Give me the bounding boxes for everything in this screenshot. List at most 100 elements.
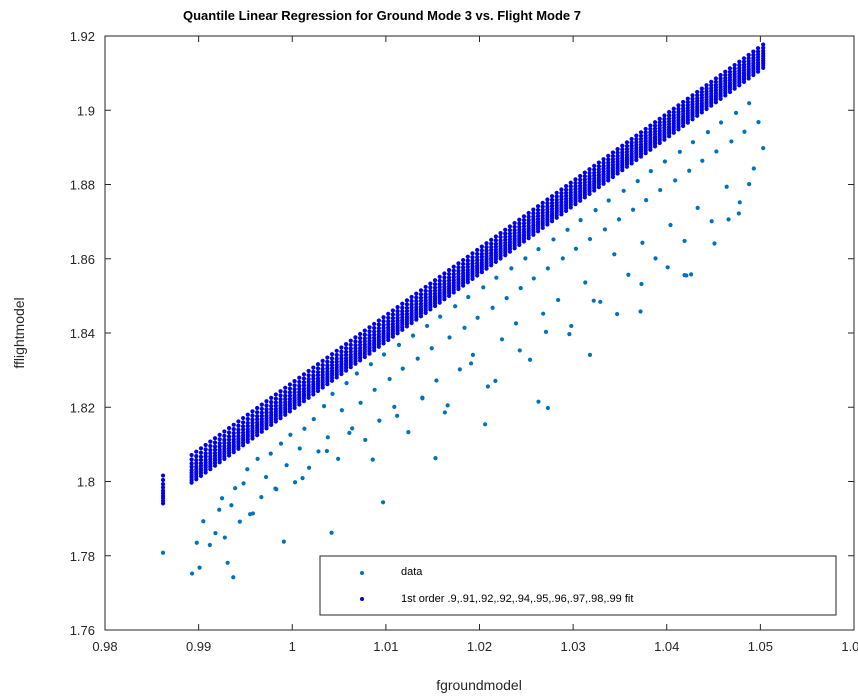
fit-point-q95	[240, 430, 246, 435]
fit-point-q99	[264, 399, 269, 404]
fit-point-q98	[160, 477, 166, 483]
fit-point-q95	[278, 403, 283, 408]
fit-point-q98	[755, 49, 761, 54]
fit-point-q98	[470, 255, 475, 260]
fit-point-q95	[236, 434, 241, 439]
fit-point-q95	[493, 247, 498, 252]
fit-point-q98	[746, 56, 751, 61]
fit-point-q98	[545, 201, 550, 206]
fit-point-q98	[231, 427, 236, 432]
fit-point-q97	[695, 96, 700, 101]
fit-point-q95	[507, 237, 513, 242]
fit-point-q95	[306, 383, 311, 388]
fit-point-q96	[442, 281, 447, 287]
fit-point-q97	[493, 241, 498, 246]
fit-series	[160, 42, 766, 506]
fit-point-q99	[217, 432, 222, 437]
fit-point-q95	[540, 213, 545, 218]
fit-point-q95	[212, 451, 218, 456]
fit-point-q98	[498, 234, 503, 240]
fit-point-q99	[203, 442, 208, 448]
fit-point-q95	[264, 413, 269, 418]
fit-point-q99	[601, 157, 606, 162]
fit-point-q96	[535, 214, 541, 219]
fit-point-q98	[315, 366, 321, 371]
y-tick-label: 1.78	[70, 549, 95, 564]
fit-point-q97	[287, 390, 293, 395]
fit-point-q99	[526, 210, 531, 216]
fit-point-q98	[643, 130, 648, 135]
x-tick-label: 1.02	[467, 639, 492, 654]
data-point	[615, 311, 620, 317]
data-point	[621, 188, 626, 193]
fit-point-q98	[362, 332, 367, 337]
fit-point-q95	[287, 396, 293, 401]
fit-point-q95	[362, 342, 367, 347]
fit-point-q95	[367, 339, 372, 344]
fit-point-q99	[512, 220, 517, 226]
fit-point-q97	[325, 363, 330, 368]
fit-point-q98	[353, 339, 358, 344]
fit-point-q99	[503, 227, 508, 232]
fit-point-q98	[269, 400, 274, 405]
fit-point-q98	[339, 349, 344, 354]
fit-point-q97	[231, 430, 236, 436]
fit-point-q97	[301, 380, 307, 385]
fit-point-q99	[521, 214, 527, 219]
data-point	[468, 361, 474, 366]
fit-point-q97	[737, 65, 742, 71]
data-point	[673, 178, 678, 183]
fit-point-q99	[695, 89, 700, 95]
data-point	[709, 219, 714, 224]
data-point	[593, 208, 598, 213]
fit-point-q99	[226, 426, 232, 431]
fit-point-q99	[250, 409, 255, 414]
data-point	[695, 205, 700, 210]
fit-point-q98	[624, 143, 630, 149]
fit-point-q95	[395, 318, 400, 323]
data-point	[700, 158, 705, 163]
fit-point-q97	[273, 400, 278, 405]
fit-point-q99	[671, 106, 676, 111]
fit-point-q95	[503, 240, 508, 245]
fit-point-q95	[535, 217, 541, 222]
data-point	[241, 481, 246, 486]
y-tick-label: 1.76	[70, 623, 95, 638]
fit-point-q97	[451, 272, 456, 277]
fit-point-q99	[564, 183, 569, 189]
fit-point-q97	[329, 359, 335, 365]
data-point	[189, 571, 195, 576]
fit-point-q95	[255, 420, 260, 425]
fit-point-q98	[582, 174, 587, 179]
fit-point-q99	[704, 83, 709, 88]
data-point	[756, 120, 761, 125]
fit-point-q96	[428, 292, 433, 297]
fit-point-q99	[737, 59, 742, 64]
fit-point-q96	[320, 369, 325, 375]
fit-point-q98	[479, 248, 484, 253]
fit-point-q98	[461, 261, 466, 267]
fit-point-q99	[596, 160, 601, 165]
fit-point-q99	[240, 415, 246, 421]
fit-point-q98	[250, 413, 255, 418]
fit-point-q95	[446, 281, 452, 286]
data-point	[217, 507, 222, 512]
data-point	[213, 531, 218, 536]
data-point	[481, 285, 486, 290]
fit-point-q98	[709, 83, 714, 88]
fit-point-q98	[503, 231, 508, 236]
data-point	[225, 560, 230, 565]
x-tick-label: 0.98	[92, 639, 117, 654]
fit-point-q95	[381, 328, 386, 334]
fit-point-q97	[245, 420, 250, 426]
fit-point-q97	[390, 316, 395, 321]
fit-point-q99	[761, 42, 766, 47]
data-point	[640, 240, 645, 245]
fit-point-q99	[301, 372, 307, 377]
fit-point-q97	[587, 174, 592, 179]
fit-point-q99	[578, 173, 583, 179]
data-point	[658, 187, 663, 193]
fit-point-q99	[699, 86, 704, 91]
fit-point-q98	[381, 319, 386, 324]
fit-point-q99	[507, 224, 513, 229]
